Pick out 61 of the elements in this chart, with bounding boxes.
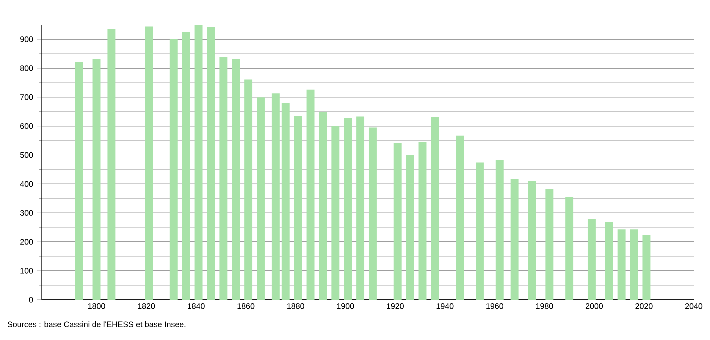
y-tick-label: 600: [20, 123, 34, 130]
bar: [244, 80, 253, 300]
y-tick-label: 100: [20, 268, 34, 274]
bar: [182, 32, 190, 300]
x-tick-label: 1800: [88, 304, 106, 310]
source-note: Sources : base Cassini de l'EHESS et base Insee.: [8, 322, 186, 328]
x-tick-label: 1980: [536, 304, 554, 310]
bar: [294, 116, 302, 300]
y-tick-label: 500: [20, 152, 34, 158]
x-tick-label: 2040: [686, 304, 703, 310]
x-tick-label: 1920: [387, 304, 404, 310]
bar: [510, 179, 519, 300]
x-tick-label: 1880: [288, 304, 304, 310]
bar: [356, 116, 365, 300]
y-tick-label: 0: [29, 297, 34, 303]
bar: [630, 230, 638, 300]
y-tick-label: 900: [20, 36, 34, 42]
x-tick-label: 2000: [586, 304, 604, 310]
bar: [194, 25, 203, 300]
bar: [257, 98, 265, 300]
bar: [272, 94, 280, 300]
bar: [306, 90, 315, 300]
bar: [476, 162, 484, 300]
y-tick-label: 300: [20, 210, 34, 216]
bar: [220, 57, 228, 300]
bar: [546, 189, 554, 300]
x-tick-label: 1840: [188, 304, 205, 310]
y-tick-label: 800: [20, 66, 34, 72]
bar: [406, 156, 414, 300]
y-tick-label: 700: [20, 94, 34, 100]
x-tick-label: 1860: [238, 304, 255, 310]
bar: [319, 112, 328, 300]
bar: [456, 136, 464, 300]
bar: [232, 59, 240, 300]
bar: [588, 219, 596, 300]
bar: [332, 126, 340, 300]
bar: [642, 235, 651, 300]
bar: [108, 29, 116, 300]
bar: [75, 62, 84, 300]
bar: [145, 26, 153, 300]
bar: [207, 27, 216, 300]
bar: [170, 39, 178, 300]
bar: [618, 230, 626, 300]
x-tick-label: 1940: [436, 304, 454, 310]
bar: [605, 222, 614, 300]
y-tick-label: 200: [20, 239, 34, 245]
bar: [394, 143, 402, 300]
bar: [431, 117, 440, 300]
bar: [369, 128, 377, 300]
y-tick-label: 400: [20, 181, 34, 188]
bar: [496, 160, 504, 300]
x-tick-label: 1820: [138, 304, 156, 310]
x-tick-label: 2020: [636, 304, 653, 310]
x-tick-label: 1960: [486, 304, 504, 310]
bar: [92, 59, 101, 300]
bar: [344, 118, 352, 300]
bar: [282, 103, 290, 300]
bar: [418, 142, 427, 300]
bar: [528, 181, 536, 300]
x-tick-label: 1900: [337, 304, 354, 310]
bar: [566, 197, 574, 300]
